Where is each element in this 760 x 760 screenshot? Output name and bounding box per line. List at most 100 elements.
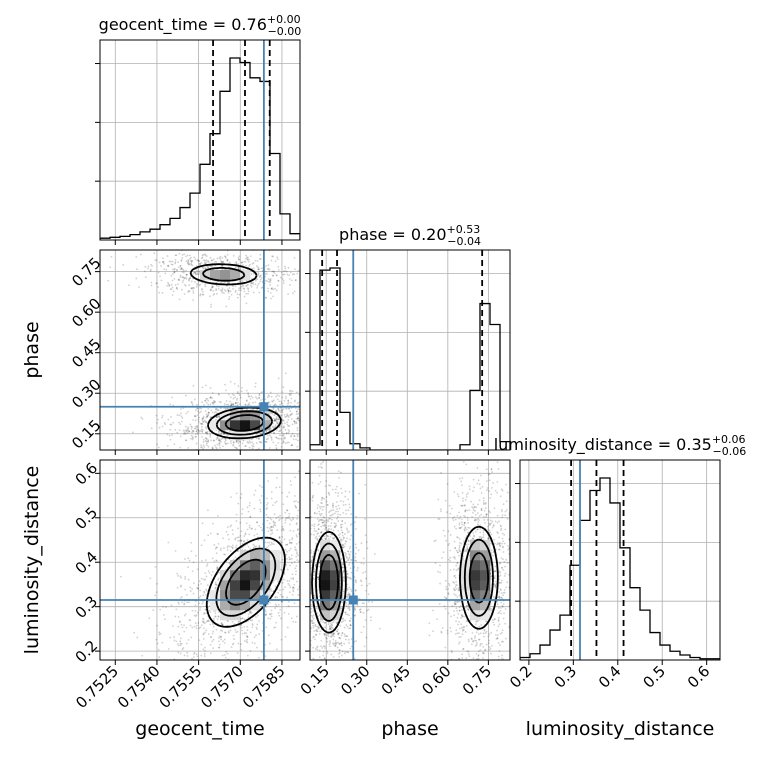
scatter-point <box>282 432 285 435</box>
scatter-point <box>181 626 184 629</box>
scatter-point <box>237 642 240 645</box>
scatter-point <box>193 625 196 628</box>
scatter-point <box>200 289 203 291</box>
scatter-point <box>194 419 197 422</box>
scatter-point <box>226 455 228 457</box>
scatter-point <box>255 634 257 637</box>
scatter-point <box>172 290 175 293</box>
scatter-point <box>176 431 179 434</box>
scatter-point <box>314 421 316 423</box>
scatter-point <box>283 399 286 402</box>
scatter-point <box>316 414 318 416</box>
scatter-point <box>187 578 190 581</box>
scatter-point <box>211 392 214 394</box>
scatter-point <box>217 439 220 442</box>
scatter-point <box>334 639 337 642</box>
scatter-point <box>274 410 277 413</box>
scatter-point <box>190 256 192 259</box>
scatter-point <box>268 642 271 645</box>
panel-hist-phase: phase = 0.20+0.53 −0.04 <box>305 223 511 455</box>
density-cell <box>220 580 231 591</box>
scatter-point <box>272 255 275 258</box>
scatter-point <box>311 513 313 515</box>
scatter-point <box>282 588 285 591</box>
scatter-point <box>282 437 285 440</box>
scatter-point <box>331 699 333 701</box>
scatter-point <box>278 536 281 539</box>
scatter-point <box>166 255 169 257</box>
scatter-point <box>355 580 357 582</box>
scatter-point <box>219 446 222 449</box>
scatter-point <box>353 657 356 660</box>
scatter-point <box>247 283 249 286</box>
scatter-point <box>256 260 259 262</box>
scatter-point <box>244 533 247 536</box>
scatter-point <box>350 534 353 537</box>
scatter-point <box>240 530 243 533</box>
x-tick-label: 0.7540 <box>114 662 164 712</box>
scatter-point <box>209 387 212 389</box>
scatter-point <box>317 615 320 618</box>
scatter-point <box>275 419 278 422</box>
density-cell <box>230 590 241 601</box>
scatter-point <box>201 256 204 259</box>
scatter-point <box>176 586 179 589</box>
scatter-point <box>288 558 291 561</box>
scatter-point <box>293 273 296 275</box>
scatter-point <box>158 261 161 264</box>
panel-2d-geocent_time-phase-content <box>100 244 318 457</box>
scatter-point <box>162 257 164 260</box>
panel-hist-geocent_time: geocent_time = 0.76+0.00 −0.00 <box>95 13 301 245</box>
scatter-point <box>258 257 261 260</box>
scatter-point <box>284 372 287 375</box>
scatter-point <box>209 416 212 419</box>
scatter-point <box>200 428 203 431</box>
scatter-point <box>204 650 206 652</box>
scatter-point <box>303 421 305 423</box>
scatter-point <box>322 516 325 519</box>
scatter-point <box>188 277 191 280</box>
scatter-point <box>338 668 340 670</box>
scatter-point <box>209 623 212 626</box>
scatter-point <box>197 587 199 590</box>
scatter-point <box>323 524 326 527</box>
scatter-point <box>223 553 225 556</box>
scatter-point <box>277 422 279 425</box>
scatter-point <box>287 403 289 405</box>
scatter-point <box>327 623 330 626</box>
scatter-point <box>181 417 184 419</box>
scatter-point <box>166 444 169 447</box>
scatter-point <box>241 617 244 620</box>
scatter-point <box>215 261 218 263</box>
scatter-point <box>206 415 208 418</box>
scatter-point <box>316 576 319 579</box>
scatter-point <box>292 577 295 579</box>
scatter-point <box>265 438 268 441</box>
scatter-point <box>317 504 319 506</box>
scatter-point <box>350 590 353 593</box>
scatter-point <box>287 429 290 431</box>
scatter-point <box>230 545 233 548</box>
scatter-point <box>241 610 244 613</box>
scatter-point <box>209 397 212 399</box>
scatter-point <box>233 382 236 385</box>
scatter-point <box>312 421 314 423</box>
scatter-point <box>264 429 267 432</box>
scatter-point <box>233 394 236 397</box>
scatter-point <box>290 617 293 620</box>
scatter-point <box>333 635 336 638</box>
scatter-point <box>316 612 319 615</box>
scatter-point <box>270 411 273 414</box>
scatter-point <box>273 419 276 422</box>
scatter-point <box>279 403 281 406</box>
scatter-point <box>163 268 166 270</box>
scatter-point <box>179 640 181 643</box>
scatter-point <box>182 244 184 246</box>
scatter-point <box>326 652 329 655</box>
scatter-point <box>216 566 219 569</box>
scatter-point <box>302 409 304 411</box>
scatter-point <box>305 484 307 486</box>
scatter-point <box>342 569 345 572</box>
scatter-point <box>286 509 289 512</box>
scatter-point <box>248 440 251 443</box>
